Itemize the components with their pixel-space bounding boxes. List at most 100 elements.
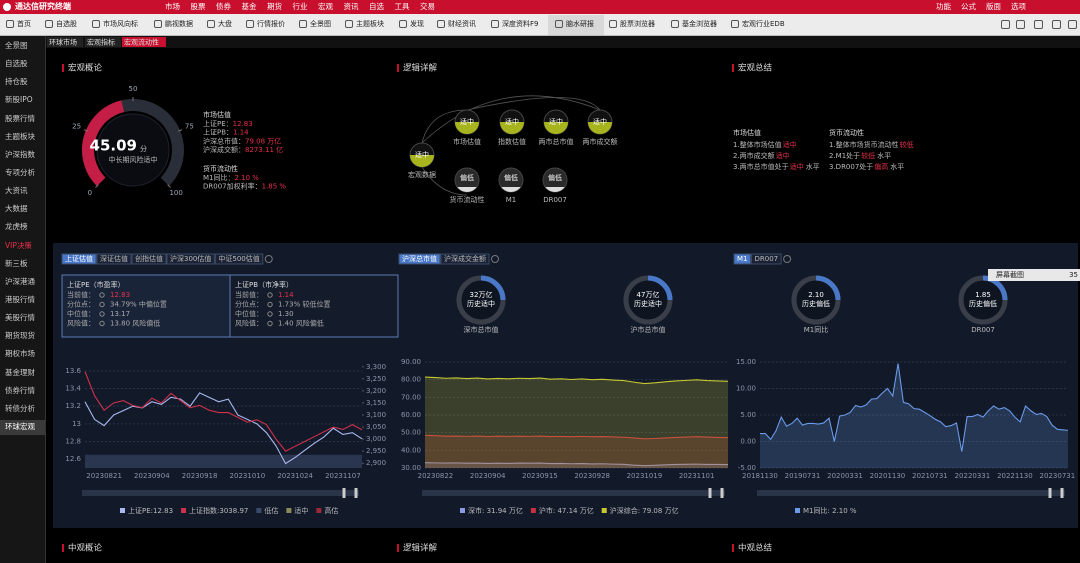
side-item[interactable]: 基金理财 [5, 367, 35, 377]
scroll-handle[interactable] [1060, 488, 1064, 498]
side-item[interactable]: 沪深港通 [5, 276, 35, 286]
tool-item[interactable]: 财经资讯 [448, 20, 476, 28]
panel-tab-bg[interactable] [751, 253, 782, 265]
side-item[interactable]: 大数据 [5, 204, 28, 214]
tool-icon[interactable] [1001, 20, 1010, 29]
menu-item[interactable]: 宏观 [318, 2, 333, 11]
menu-item[interactable]: 选项 [1011, 2, 1026, 11]
menu-item[interactable]: 债券 [216, 2, 231, 11]
panel-tab-bg[interactable] [214, 253, 264, 265]
side-item[interactable]: 转债分析 [5, 403, 35, 413]
tool-item[interactable]: 大盘 [218, 20, 232, 28]
tool-item[interactable]: 主题板块 [356, 20, 384, 28]
side-item[interactable]: 期货现货 [5, 331, 35, 341]
side-item[interactable]: 债券行情 [5, 385, 35, 395]
tool-icon[interactable] [1052, 20, 1061, 29]
panel-tab-bg[interactable] [166, 253, 215, 265]
menu-item[interactable]: 市场 [165, 2, 180, 11]
tab-row [46, 36, 1080, 48]
tool-item[interactable]: 自选股 [56, 20, 77, 28]
panel-tab: 沪深300估值 [170, 254, 211, 263]
node-label: 市场估值 [453, 137, 481, 146]
summary-status: 偏高 [874, 162, 888, 171]
panel-tab-bg[interactable] [398, 253, 441, 265]
panel-tab-bg[interactable] [733, 253, 751, 265]
row-icon [267, 301, 273, 308]
menu-item[interactable]: 公式 [961, 2, 976, 11]
tool-item[interactable]: 基金浏览器 [682, 20, 717, 28]
tool-item[interactable]: 深度资料F9 [502, 20, 539, 28]
group-heading: 货币流动性 [203, 164, 238, 173]
side-item[interactable]: 美股行情 [5, 313, 35, 323]
tool-item[interactable]: 市场风向标 [103, 20, 138, 28]
tool-item[interactable]: 宏观行业EDB [742, 20, 785, 28]
item-label: M1同比： [203, 173, 235, 182]
menu-item[interactable]: 交易 [420, 2, 435, 11]
side-item[interactable]: 专项分析 [5, 167, 35, 177]
tool-icon[interactable] [1016, 20, 1025, 29]
menu-item[interactable]: 基金 [241, 2, 257, 11]
tab[interactable] [85, 37, 121, 47]
menu-item[interactable]: 工具 [394, 2, 410, 11]
side-item[interactable]: 新三板 [5, 258, 28, 268]
y-tick-label: 12.6 [65, 455, 81, 463]
scroll-handle[interactable] [342, 488, 346, 498]
side-item[interactable]: 龙虎榜 [5, 222, 28, 232]
ring-status: 历史适中 [467, 299, 495, 308]
tool-item[interactable]: 全景图 [310, 20, 331, 28]
scroll-handle[interactable] [720, 488, 724, 498]
scroll-handle[interactable] [354, 488, 358, 498]
tool-item[interactable]: 行情报价 [257, 20, 285, 28]
side-item[interactable]: 主题板块 [5, 131, 35, 141]
side-item[interactable]: 自选股 [5, 59, 28, 69]
section-title: 中观总结 [738, 543, 772, 554]
tool-item[interactable]: 鹏视数据 [165, 20, 193, 28]
tool-item[interactable]: 发现 [410, 20, 424, 28]
menu-item[interactable]: 资讯 [343, 2, 359, 11]
item-value: 1.85 % [262, 183, 287, 191]
menu-item[interactable]: 功能 [936, 2, 951, 11]
y-tick-label: 40.00 [401, 446, 421, 454]
panel-tab-bg[interactable] [440, 253, 490, 265]
scroll-handle[interactable] [708, 488, 712, 498]
side-item[interactable]: 全景图 [5, 41, 28, 50]
scroll-handle[interactable] [1048, 488, 1052, 498]
summary-status: 适中 [790, 162, 804, 171]
side-item[interactable]: 新股IPO [5, 95, 33, 105]
side-item[interactable]: 沪深指数 [5, 149, 35, 159]
tool-icon[interactable] [1034, 20, 1043, 29]
y-tick-label: 13.4 [65, 385, 81, 393]
legend-swatch [286, 508, 292, 513]
series-line [84, 392, 363, 465]
menu-item[interactable]: 版面 [986, 2, 1001, 11]
tab[interactable] [47, 37, 83, 47]
menu-item[interactable]: 行业 [292, 2, 308, 11]
tool-icon[interactable] [1068, 20, 1077, 29]
tab[interactable] [122, 37, 166, 47]
side-item[interactable]: 期权市场 [5, 349, 35, 359]
node-fill [457, 187, 477, 192]
row-value: 13.80 风险偏低 [110, 319, 160, 328]
side-item[interactable]: 大资讯 [5, 186, 28, 196]
side-item[interactable]: 持仓股 [5, 77, 28, 87]
menu-item[interactable]: 股票 [190, 2, 206, 11]
y-tick-label: 90.00 [401, 358, 421, 366]
tool-item[interactable]: 股票浏览器 [620, 20, 655, 28]
tool-icon [6, 20, 14, 28]
tool-item[interactable]: 首页 [17, 20, 31, 28]
y-tick-label: 10.00 [736, 385, 756, 393]
panel-tab-bg[interactable] [131, 253, 167, 265]
menu-item[interactable]: 自选 [369, 2, 384, 11]
panel-tab-bg[interactable] [96, 253, 132, 265]
panel-tab-bg[interactable] [61, 253, 97, 265]
help-icon [491, 255, 499, 263]
tool-icon [45, 20, 53, 28]
tab-label: 宏观流动性 [124, 38, 159, 47]
side-item[interactable]: VIP决策 [5, 240, 32, 250]
side-item[interactable]: 股票行情 [5, 113, 35, 123]
menu-item[interactable]: 期货 [267, 2, 282, 11]
tool-item[interactable]: 脑水研报 [566, 20, 594, 28]
y-tick-label: 13 [72, 420, 81, 428]
side-item[interactable]: 港股行情 [5, 294, 35, 304]
side-item[interactable]: 环球宏观 [5, 421, 35, 431]
